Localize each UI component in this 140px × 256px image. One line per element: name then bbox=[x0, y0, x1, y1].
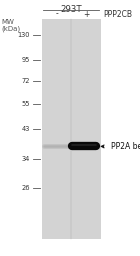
Text: 95: 95 bbox=[22, 57, 30, 63]
Text: 26: 26 bbox=[22, 185, 30, 191]
Text: 34: 34 bbox=[22, 156, 30, 162]
Text: 130: 130 bbox=[18, 31, 30, 38]
Text: 43: 43 bbox=[22, 126, 30, 132]
Text: PP2A beta: PP2A beta bbox=[111, 142, 140, 151]
Text: 72: 72 bbox=[22, 78, 30, 84]
Text: MW
(kDa): MW (kDa) bbox=[1, 19, 21, 32]
Text: +: + bbox=[83, 9, 89, 19]
Bar bbox=[42, 19, 101, 239]
Text: 293T: 293T bbox=[61, 5, 82, 14]
Text: PPP2CB: PPP2CB bbox=[104, 9, 133, 19]
Text: 55: 55 bbox=[22, 101, 30, 108]
Text: -: - bbox=[55, 9, 58, 19]
